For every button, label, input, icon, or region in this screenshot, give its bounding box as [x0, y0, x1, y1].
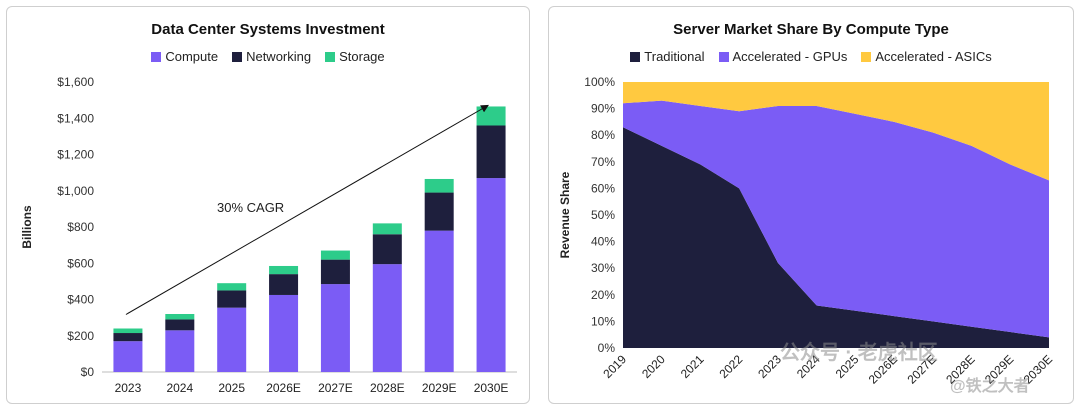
- watermark-line1: 公众号 · 老虎社区: [780, 342, 938, 364]
- investment-chart-panel: Data Center Systems Investment Compute N…: [6, 6, 530, 404]
- y-tick-label: 20%: [591, 288, 615, 302]
- x-tick-label: 2019: [600, 352, 629, 381]
- y-tick-label: $1,400: [57, 111, 94, 125]
- y-axis-label: Revenue Share: [558, 171, 572, 258]
- area-traditional: [623, 127, 1049, 348]
- legend-item-networking: Networking: [232, 49, 311, 64]
- y-tick-label: 80%: [591, 128, 615, 142]
- investment-chart-title: Data Center Systems Investment: [151, 21, 385, 38]
- legend-swatch-traditional: [630, 51, 641, 62]
- y-tick-label: $400: [67, 293, 94, 307]
- x-tick-label: 2029E: [422, 381, 457, 395]
- legend-item-gpus: Accelerated - GPUs: [718, 49, 848, 64]
- y-tick-label: 50%: [591, 208, 615, 222]
- y-tick-label: 60%: [591, 181, 615, 195]
- y-tick-label: 90%: [591, 102, 615, 116]
- y-tick-label: 10%: [591, 314, 615, 328]
- x-tick-label: 2022: [717, 352, 746, 381]
- bar-compute-2028e: [372, 264, 402, 372]
- legend-swatch-gpus: [718, 51, 729, 62]
- x-tick-label: 2024: [166, 381, 193, 395]
- investment-chart-legend: Compute Networking Storage: [7, 49, 529, 64]
- bar-networking-2026e: [269, 274, 299, 295]
- y-tick-label: $600: [67, 256, 94, 270]
- x-tick-label: 2028E: [370, 381, 405, 395]
- legend-label-storage: Storage: [339, 49, 385, 64]
- y-axis-label: Billions: [20, 205, 34, 249]
- bar-compute-2029e: [424, 230, 454, 372]
- x-tick-label: 2025: [218, 381, 245, 395]
- legend-label-asics: Accelerated - ASICs: [875, 49, 992, 64]
- legend-item-compute: Compute: [151, 49, 218, 64]
- y-tick-label: 40%: [591, 235, 615, 249]
- bar-networking-2025: [217, 290, 247, 308]
- bar-networking-2028e: [372, 234, 402, 265]
- bar-networking-2030e: [476, 125, 506, 179]
- y-tick-label: 0%: [598, 341, 616, 355]
- y-tick-label: 70%: [591, 155, 615, 169]
- bar-networking-2024: [165, 319, 195, 331]
- bar-storage-2024: [165, 314, 195, 320]
- bar-compute-2027e: [320, 284, 350, 372]
- y-tick-label: $1,600: [57, 75, 94, 89]
- market-share-chart-panel: Server Market Share By Compute Type Trad…: [548, 6, 1074, 404]
- bar-compute-2026e: [269, 294, 299, 372]
- legend-label-gpus: Accelerated - GPUs: [732, 49, 848, 64]
- x-tick-label: 2023: [115, 381, 142, 395]
- bar-storage-2023: [113, 328, 143, 334]
- bar-compute-2023: [113, 341, 143, 372]
- bar-storage-2026e: [269, 265, 299, 275]
- bar-compute-2025: [217, 307, 247, 372]
- market-share-area-chart: 0% 10% 20% 30% 40% 50% 60% 70% 80% 90% 100% Revenue…: [558, 75, 1055, 387]
- bar-networking-2023: [113, 333, 143, 342]
- legend-swatch-asics: [861, 51, 872, 62]
- y-tick-label: $1,000: [57, 184, 94, 198]
- market-share-chart-legend: Traditional Accelerated - GPUs Accelerat…: [549, 49, 1073, 64]
- bar-compute-2030e: [476, 178, 506, 372]
- bar-storage-2028e: [372, 223, 402, 235]
- legend-label-networking: Networking: [246, 49, 312, 64]
- y-tick-label: 100%: [584, 75, 615, 89]
- bar-networking-2029e: [424, 192, 454, 231]
- legend-swatch-storage: [325, 51, 336, 62]
- x-tick-label: 2026E: [266, 381, 301, 395]
- x-tick-label: 2020: [639, 352, 668, 381]
- y-tick-label: $800: [67, 220, 94, 234]
- cagr-annotation: 30% CAGR: [217, 200, 284, 215]
- cagr-arrow: [125, 104, 489, 315]
- bar-networking-2027e: [320, 259, 350, 285]
- y-tick-label: $1,200: [57, 148, 94, 162]
- legend-item-storage: Storage: [325, 49, 385, 64]
- market-share-chart-title: Server Market Share By Compute Type: [673, 21, 949, 38]
- legend-item-asics: Accelerated - ASICs: [861, 49, 992, 64]
- bar-compute-2024: [165, 330, 195, 372]
- x-tick-label: 2027E: [318, 381, 353, 395]
- legend-swatch-networking: [232, 51, 243, 62]
- bar-storage-2029e: [424, 178, 454, 193]
- legend-item-traditional: Traditional: [630, 49, 705, 64]
- y-tick-label: 30%: [591, 261, 615, 275]
- bar-storage-2025: [217, 283, 247, 291]
- legend-label-traditional: Traditional: [644, 49, 705, 64]
- watermark-line2: @铁之大者: [950, 378, 1030, 395]
- area-accelerated-gpus: [623, 100, 1049, 338]
- y-tick-label: $200: [67, 329, 94, 343]
- area-accelerated-asics: [623, 82, 1049, 181]
- legend-label-compute: Compute: [165, 49, 219, 64]
- y-tick-label: $0: [81, 365, 95, 379]
- bar-storage-2027e: [320, 250, 350, 260]
- x-tick-label: 2030E: [474, 381, 509, 395]
- investment-bar-chart: $0 $200 $400 $600 $800 $1,000 $1,200 $1,400 $1,6…: [20, 75, 517, 395]
- x-tick-label: 2021: [678, 352, 707, 381]
- legend-swatch-compute: [151, 51, 162, 62]
